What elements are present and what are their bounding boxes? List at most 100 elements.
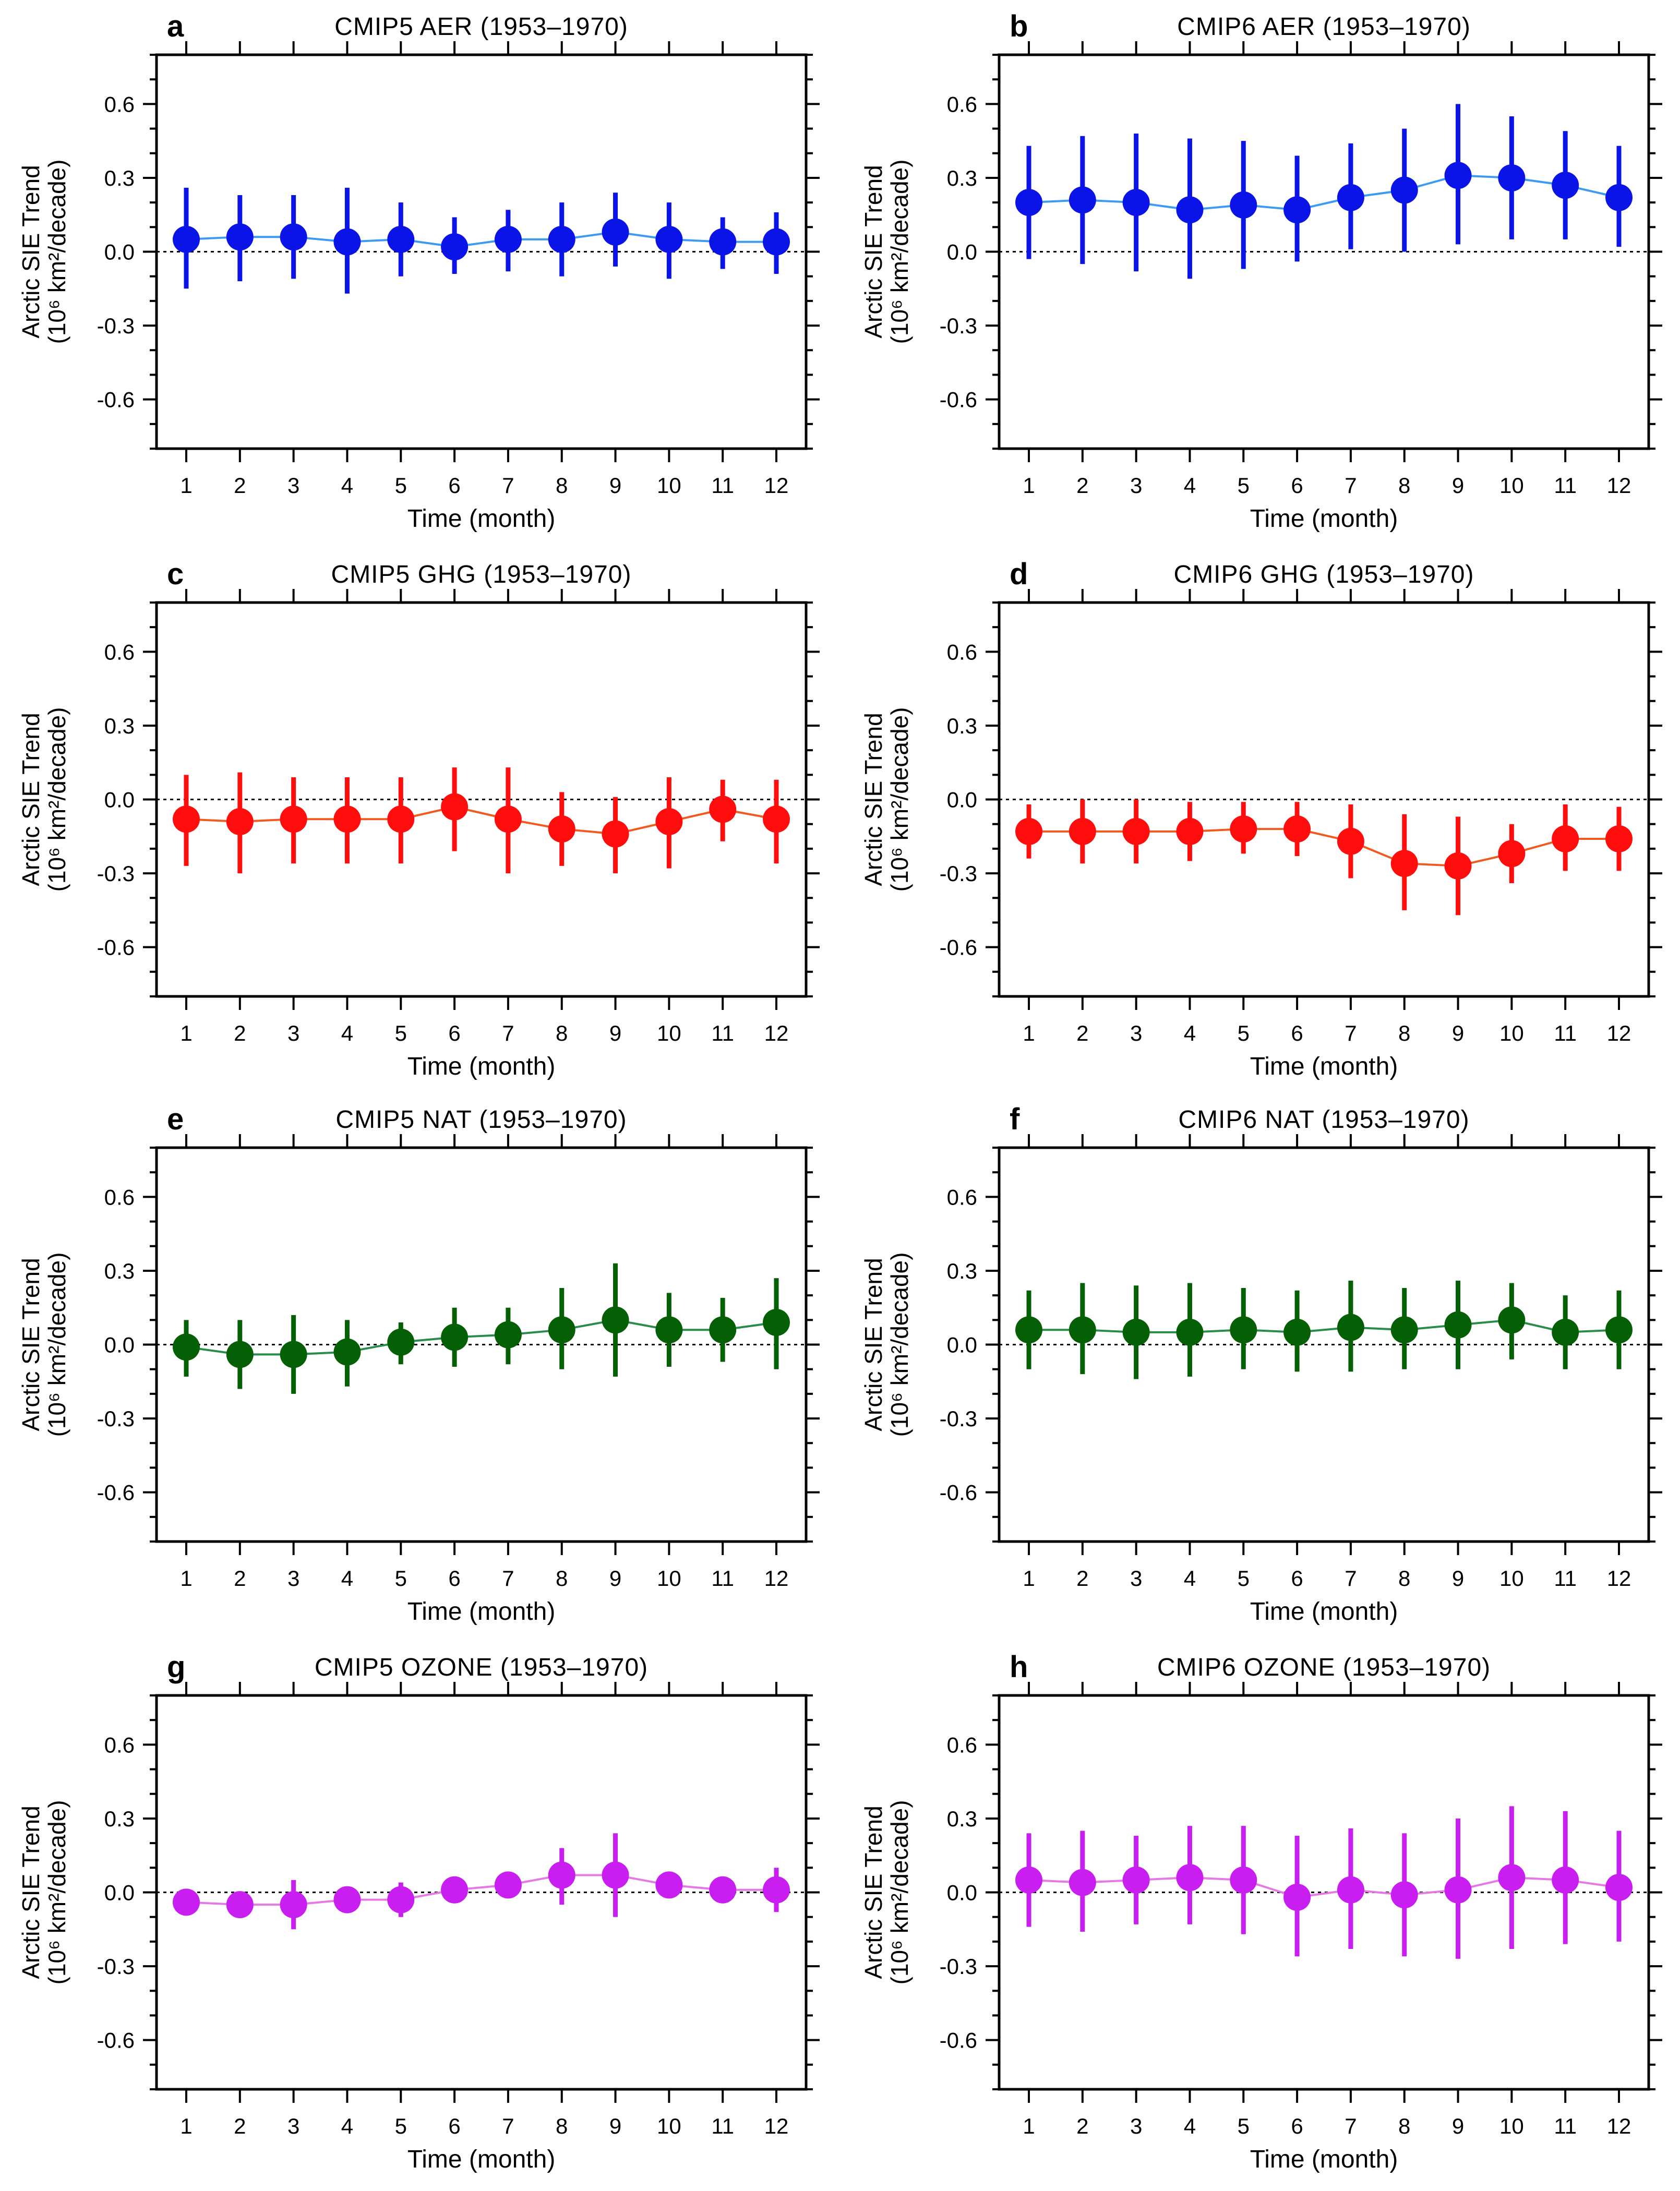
- x-tick-label: 5: [1238, 1021, 1250, 1045]
- x-tick-label: 2: [234, 473, 246, 498]
- data-point: [602, 820, 629, 848]
- data-point: [655, 1871, 683, 1899]
- x-tick-label: 8: [556, 1021, 568, 1045]
- x-tick-label: 11: [711, 2114, 734, 2138]
- x-tick-label: 4: [341, 473, 353, 498]
- data-point: [1337, 1314, 1364, 1341]
- y-tick-label: 0.3: [104, 1807, 135, 1831]
- x-axis-label: Time (month): [407, 2146, 556, 2173]
- y-tick-label: 0.0: [104, 1333, 135, 1357]
- x-axis-label: Time (month): [1250, 1598, 1398, 1626]
- data-point: [1605, 825, 1633, 852]
- x-tick-label: 7: [502, 2114, 514, 2138]
- x-axis-label: Time (month): [1250, 505, 1398, 533]
- x-tick-label: 11: [1554, 1566, 1577, 1591]
- x-tick-label: 9: [1452, 473, 1464, 498]
- panel-letter: b: [1010, 9, 1028, 43]
- data-point: [1552, 1866, 1579, 1894]
- x-tick-label: 12: [764, 1021, 789, 1045]
- data-point: [548, 1861, 575, 1889]
- panel-title: CMIP5 NAT (1953–1970): [335, 1106, 627, 1134]
- data-point: [1015, 817, 1042, 845]
- x-tick-label: 9: [609, 1566, 621, 1591]
- x-tick-label: 7: [1345, 473, 1357, 498]
- data-point: [1230, 815, 1257, 843]
- series-line: [1029, 828, 1619, 867]
- x-tick-label: 2: [1076, 1021, 1088, 1045]
- y-axis-label: Arctic SIE Trend(10⁶ km²/decade): [860, 1800, 913, 1985]
- y-tick-label: 0.3: [947, 714, 977, 738]
- x-tick-label: 11: [1554, 473, 1577, 498]
- x-tick-label: 9: [1452, 2114, 1464, 2138]
- x-tick-label: 12: [764, 1566, 789, 1591]
- y-axis-label-line2: (10⁶ km²/decade): [43, 160, 70, 344]
- y-axis-label-line2: (10⁶ km²/decade): [43, 1253, 70, 1437]
- y-tick-label: -0.3: [97, 314, 135, 338]
- y-axis-label-line1: Arctic SIE Trend: [860, 713, 887, 886]
- data-point: [226, 223, 254, 251]
- data-point: [1444, 852, 1472, 880]
- data-point: [1337, 1876, 1364, 1904]
- x-tick-label: 4: [1184, 2114, 1196, 2138]
- y-axis-label-line1: Arctic SIE Trend: [860, 1805, 887, 1979]
- x-tick-label: 2: [234, 1021, 246, 1045]
- data-point: [763, 1309, 790, 1337]
- data-point: [387, 1886, 415, 1913]
- data-point: [1605, 1316, 1633, 1344]
- y-axis-label-line1: Arctic SIE Trend: [17, 1805, 44, 1979]
- x-tick-label: 3: [287, 473, 299, 498]
- y-tick-label: -0.6: [940, 388, 977, 412]
- x-tick-label: 4: [341, 2114, 353, 2138]
- data-point: [226, 1891, 254, 1919]
- x-tick-label: 2: [234, 2114, 246, 2138]
- data-point: [441, 233, 469, 261]
- y-tick-label: 0.0: [947, 788, 977, 812]
- x-tick-label: 9: [609, 2114, 621, 2138]
- x-tick-label: 11: [711, 1021, 734, 1045]
- data-point: [280, 223, 307, 251]
- x-tick-label: 9: [1452, 1021, 1464, 1045]
- y-axis-label: Arctic SIE Trend(10⁶ km²/decade): [860, 160, 913, 344]
- y-tick-label: 0.6: [104, 1732, 135, 1757]
- data-point: [1283, 1883, 1311, 1911]
- x-axis-label: Time (month): [1250, 1053, 1398, 1080]
- y-tick-label: 0.3: [104, 1259, 135, 1283]
- series-line: [1028, 1876, 1619, 1898]
- x-tick-label: 1: [1023, 1566, 1035, 1591]
- y-tick-label: -0.6: [940, 2028, 977, 2053]
- data-point: [602, 1861, 629, 1889]
- x-tick-label: 8: [1398, 473, 1410, 498]
- data-point: [494, 805, 522, 833]
- panel-h: 0.60.30.0-0.3-0.61 2 3 4 5 6 7 8 9 10 11 12h CMIP6 O…: [860, 1650, 1662, 2173]
- data-point: [548, 1316, 575, 1344]
- x-tick-label: 10: [1499, 1566, 1524, 1591]
- x-tick-label: 12: [1607, 2114, 1631, 2138]
- y-tick-label: -0.6: [97, 2028, 135, 2053]
- x-tick-label: 5: [395, 473, 407, 498]
- data-point: [709, 796, 737, 823]
- x-tick-label: 2: [1076, 473, 1088, 498]
- y-tick-label: 0.0: [104, 1881, 135, 1905]
- x-tick-label: 6: [1291, 473, 1303, 498]
- x-tick-label: 3: [287, 2114, 299, 2138]
- data-point: [709, 1876, 737, 1904]
- data-point: [441, 1323, 469, 1351]
- data-point: [1069, 186, 1096, 214]
- x-tick-label: 8: [556, 473, 568, 498]
- data-point: [1337, 827, 1364, 855]
- x-tick-label: 10: [657, 1566, 681, 1591]
- panel-title: CMIP6 OZONE (1953–1970): [1157, 1654, 1491, 1681]
- data-point: [1390, 1881, 1418, 1909]
- data-point: [1122, 1866, 1150, 1894]
- data-point: [763, 228, 790, 256]
- x-tick-label: 3: [1130, 2114, 1142, 2138]
- x-axis-label: Time (month): [1250, 2146, 1398, 2173]
- x-tick-label: 7: [1345, 1566, 1357, 1591]
- x-tick-label: 3: [1130, 1566, 1142, 1591]
- data-point: [1390, 176, 1418, 204]
- panel-letter: e: [167, 1102, 184, 1136]
- data-point: [173, 1333, 200, 1361]
- panel-letter: f: [1010, 1102, 1020, 1136]
- panel-letter: a: [167, 9, 184, 43]
- data-point: [1390, 850, 1418, 877]
